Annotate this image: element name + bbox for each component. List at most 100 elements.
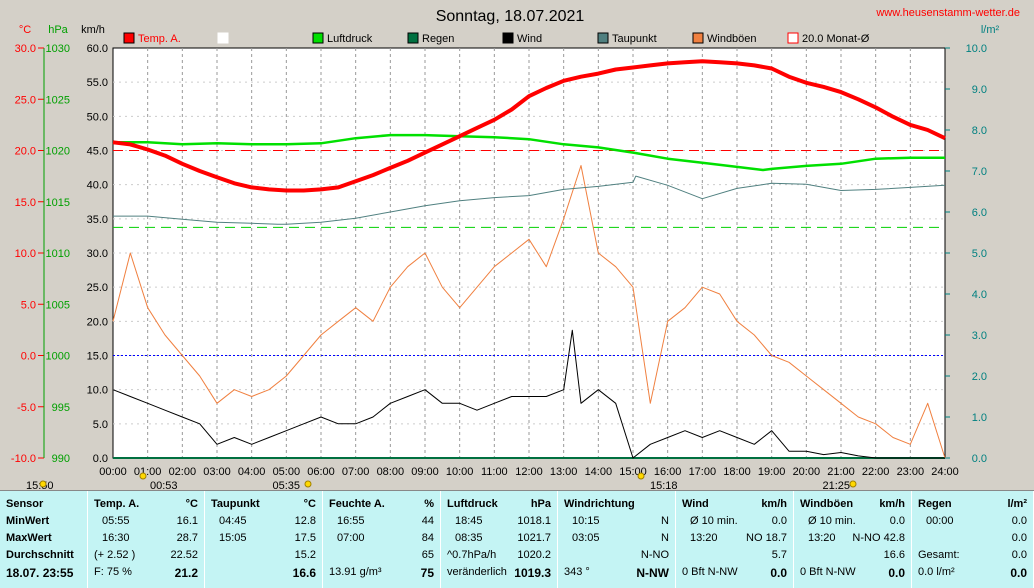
stats-avg-note: ^0.7hPa/h [447, 549, 497, 561]
stats-avg-value: 0.0 [1011, 549, 1027, 561]
stats-min-value: 12.8 [294, 515, 316, 527]
legend-swatch [312, 32, 324, 44]
legend-swatch [407, 32, 419, 44]
x-tick-label: 00:00 [99, 466, 127, 478]
temp-tick-label: 30.0 [15, 43, 36, 55]
temp-tick-label: 10.0 [15, 248, 36, 260]
stats-avg-value: 15.2 [294, 549, 316, 561]
stats-current-value: 21.2 [174, 566, 198, 580]
stats-header: Windböen [800, 498, 854, 510]
rain-tick-label: 5.0 [972, 248, 987, 260]
legend-swatch [502, 32, 514, 44]
stats-header: Regen [918, 498, 952, 510]
chart-title: Sonntag, 18.07.2021 [436, 8, 585, 25]
stats-current-note: F: 75 % [94, 566, 132, 578]
stats-unit: l/m² [1007, 498, 1027, 510]
x-tick-label: 04:00 [238, 466, 266, 478]
x-tick-label: 11:00 [481, 466, 508, 478]
x-tick-label: 16:00 [654, 466, 682, 478]
stats-max-value: N [661, 532, 669, 544]
stats-avg-value: 5.7 [771, 549, 787, 561]
wind-tick-label: 5.0 [93, 419, 108, 431]
series-line-taupunkt [113, 175, 946, 225]
stats-header: Temp. A. [94, 498, 140, 510]
stats-min-time: 04:45 [219, 515, 247, 527]
temp-tick-label: 20.0 [15, 146, 36, 158]
x-tick-label: 06:00 [307, 466, 335, 478]
legend-swatch [217, 32, 229, 44]
stats-avg-value: 65 [421, 549, 434, 561]
x-tick-label: 12:00 [515, 466, 543, 478]
extreme-marker-label: 05:35 [272, 480, 300, 490]
stats-max-value: 84 [421, 532, 434, 544]
x-tick-label: 10:00 [446, 466, 474, 478]
x-tick-label: 01:00 [134, 466, 162, 478]
wind-tick-label: 40.0 [87, 180, 108, 192]
x-tick-label: 19:00 [758, 466, 786, 478]
x-tick-label: 05:00 [273, 466, 301, 478]
stats-current-value: N-NW [636, 566, 669, 580]
series-line-windb-en [112, 165, 946, 459]
x-tick-label: 07:00 [342, 466, 370, 478]
stats-min-value: 0.0 [889, 515, 905, 527]
x-tick-label: 14:00 [585, 466, 613, 478]
stats-max-value: N-NO 42.8 [852, 532, 905, 544]
stats-min-time: 18:45 [455, 515, 483, 527]
stats-min-value: 1018.1 [517, 515, 551, 527]
stats-min-time: 10:15 [572, 515, 600, 527]
stats-current-note: 0.0 l/m² [918, 566, 955, 578]
rain-tick-label: 7.0 [972, 166, 987, 178]
temp-tick-label: 0.0 [21, 351, 36, 363]
extreme-marker-label: 15:50 [26, 480, 54, 490]
stats-max-value: 28.7 [176, 532, 198, 544]
x-tick-label: 21:00 [827, 466, 855, 478]
legend-swatch [787, 32, 799, 44]
stats-current-value: 16.6 [292, 566, 316, 580]
legend-swatch [692, 32, 704, 44]
stats-current-note: 0 Bft N-NW [682, 566, 738, 578]
stats-min-value: 16.1 [176, 515, 198, 527]
stats-panel: Sensor MinWert MaxWert Durchschnitt 18.07. 2… [0, 490, 1034, 588]
stats-row-label: MaxWert [6, 532, 52, 544]
legend-label: Wind [517, 33, 542, 45]
stats-unit: hPa [530, 498, 551, 510]
stats-max-value: NO 18.7 [746, 532, 787, 544]
legend-label: Temp. A. [138, 33, 181, 45]
stats-column-wdir: Windrichtung 10:15 N 03:05 N N-NO 343 ° N-NW [558, 491, 676, 588]
stats-unit: °C [303, 498, 316, 510]
pressure-tick-label: 1000 [46, 351, 70, 363]
stats-avg-value: N-NO [640, 549, 669, 561]
series-line-wind [112, 329, 945, 459]
stats-header: Luftdruck [447, 498, 498, 510]
pressure-tick-label: 1020 [46, 146, 70, 158]
extreme-marker-dot [139, 472, 147, 480]
rain-tick-label: 8.0 [972, 125, 987, 137]
stats-column-wind: Wind km/h Ø 10 min. 0.0 13:20 NO 18.7 5.7 0 Bft… [676, 491, 794, 588]
wind-tick-label: 55.0 [87, 77, 108, 89]
temp-tick-label: -10.0 [11, 453, 36, 465]
stats-unit: % [424, 498, 434, 510]
rain-unit-label: l/m² [981, 24, 1000, 36]
pressure-unit-label: hPa [48, 24, 68, 36]
stats-column-pres: Luftdruck hPa 18:45 1018.1 08:35 1021.7 ^0.7hP… [441, 491, 558, 588]
pressure-tick-label: 990 [52, 453, 70, 465]
stats-header: Feuchte A. [329, 498, 385, 510]
stats-avg-value: 22.52 [170, 549, 198, 561]
stats-current-value: 75 [420, 566, 434, 580]
pressure-tick-label: 1015 [46, 197, 70, 209]
stats-min-time: 16:55 [337, 515, 365, 527]
x-tick-label: 22:00 [862, 466, 890, 478]
stats-max-time: 07:00 [337, 532, 365, 544]
stats-current-value: 0.0 [770, 566, 787, 580]
stats-header: Taupunkt [211, 498, 260, 510]
stats-min-time: 00:00 [926, 515, 954, 527]
stats-avg-note: (+ 2.52 ) [94, 549, 136, 561]
site-url-link[interactable]: www.heusenstamm-wetter.de [875, 7, 1020, 19]
stats-column-temp: Temp. A. °C 05:55 16.1 16:30 28.7 (+ 2.52 ) 22.… [88, 491, 205, 588]
stats-header: Wind [682, 498, 709, 510]
stats-column-dew: Taupunkt °C 04:45 12.8 15:05 17.5 15.2 16.6 [205, 491, 323, 588]
rain-tick-label: 6.0 [972, 207, 987, 219]
rain-tick-label: 4.0 [972, 289, 987, 301]
stats-min-time: Ø 10 min. [808, 515, 856, 527]
wind-tick-label: 45.0 [87, 146, 108, 158]
